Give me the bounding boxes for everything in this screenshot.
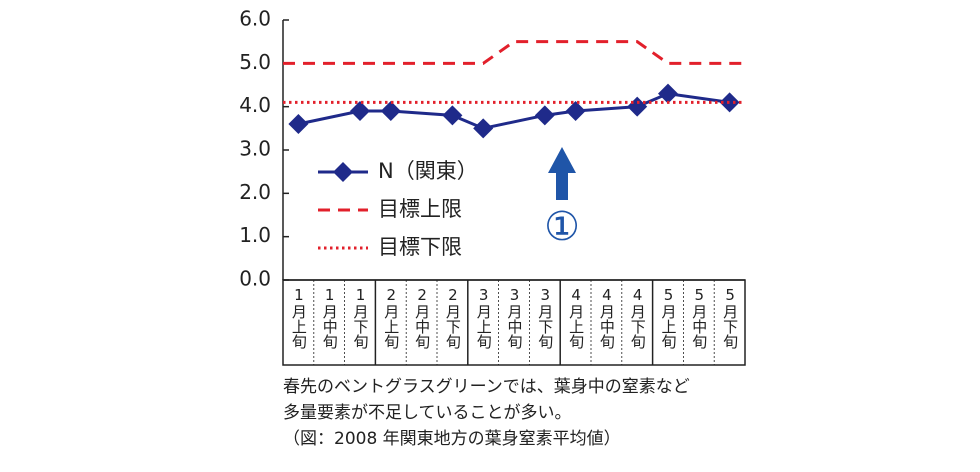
y-tick-label: 5.0 [239,50,271,74]
y-tick-label: 3.0 [239,137,271,161]
x-tick-label: 3月上旬 [475,286,493,350]
x-tick-label: 1月上旬 [290,286,308,350]
annotation: ① [544,204,580,250]
caption-line: 多量要素が不足していることが多い。 [283,403,572,423]
marker [288,114,309,134]
marker [442,105,463,126]
x-tick-label: 1月中旬 [321,286,339,350]
arrow [548,147,576,200]
category-table [282,279,746,366]
marker [565,101,586,121]
x-tick-label: 2月下旬 [444,286,462,350]
legend-marker [333,162,353,182]
series-line [298,92,730,130]
legend-label: 目標下限 [378,235,462,259]
marker [534,105,555,126]
x-tick-label: 2月中旬 [413,286,431,350]
legend-label: N（関東） [378,159,478,183]
y-tick-label: 2.0 [239,180,271,204]
x-tick-label: 4月下旬 [629,286,647,350]
series-line [283,40,745,65]
x-tick-label: 5月中旬 [690,286,708,350]
marker [719,92,740,113]
marker [473,118,494,139]
x-tick-label: 5月上旬 [660,286,678,350]
marker [350,101,370,121]
caption-line: 春先のベントグラスグリーンでは、葉身中の窒素など [283,377,690,397]
marker [658,83,678,104]
x-tick-label: 4月上旬 [567,286,585,350]
y-tick-label: 6.0 [239,7,271,31]
x-tick-label: 3月下旬 [536,286,554,350]
y-tick-label: 4.0 [239,93,271,117]
marker [380,101,401,121]
x-tick-label: 3月中旬 [506,286,524,350]
caption-line: （図：2008 年関東地方の葉身窒素平均値） [283,429,621,449]
x-tick-label: 4月中旬 [598,286,616,350]
x-tick-label: 1月下旬 [352,286,370,350]
x-tick-label: 5月下旬 [721,286,739,350]
x-tick-label: 2月上旬 [382,286,400,350]
legend-label: 目標上限 [378,197,462,221]
y-tick-label: 1.0 [239,223,271,247]
y-tick-label: 0.0 [239,267,271,291]
marker [627,96,648,117]
